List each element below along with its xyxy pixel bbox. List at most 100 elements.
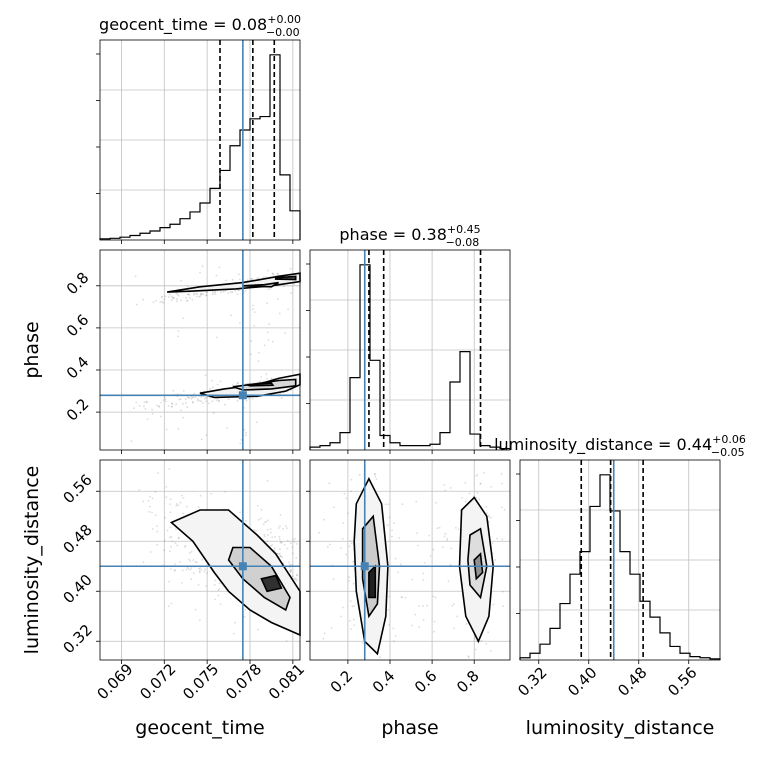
sample-point (330, 627, 333, 630)
sample-point (270, 377, 273, 380)
sample-point (198, 567, 201, 570)
sample-point (177, 504, 180, 507)
sample-point (416, 532, 418, 535)
sample-point (243, 616, 246, 618)
sample-point (218, 400, 220, 403)
sample-point (272, 274, 275, 276)
sample-point (411, 578, 414, 581)
sample-point (455, 526, 457, 529)
sample-point (329, 543, 331, 546)
sample-point (230, 291, 232, 293)
sample-point (196, 293, 199, 295)
sample-point (214, 291, 217, 293)
sample-point (170, 545, 172, 548)
sample-point (485, 512, 488, 515)
sample-point (188, 397, 190, 399)
sample-point (294, 578, 296, 581)
sample-point (197, 583, 200, 586)
sample-point (178, 536, 180, 539)
sample-point (215, 399, 218, 401)
sample-point (188, 558, 191, 561)
sample-point (146, 401, 148, 404)
sample-point (375, 478, 378, 481)
sample-point (204, 568, 207, 570)
sample-point (278, 538, 281, 540)
sample-point (195, 292, 198, 295)
panel-frame-geocent_time-vs-luminosity_distance (99, 459, 301, 661)
sample-point (433, 630, 435, 633)
sample-point (278, 535, 281, 538)
sample-point (487, 631, 490, 634)
sample-point (285, 640, 288, 642)
sample-point (203, 398, 206, 400)
sample-point (168, 468, 171, 470)
sample-point (397, 571, 400, 574)
sample-point (190, 578, 193, 581)
contour-top-outer (166, 272, 301, 293)
sample-point (170, 295, 173, 298)
sample-point (265, 373, 268, 376)
sample-point (267, 338, 270, 341)
sample-point (149, 505, 151, 508)
sample-point (323, 632, 326, 635)
sample-point (192, 401, 194, 404)
sample-point (256, 505, 259, 507)
sample-point (175, 504, 178, 507)
sample-point (296, 574, 298, 577)
sample-point (350, 542, 353, 545)
sample-point (190, 550, 193, 553)
sample-point (267, 269, 270, 272)
tick-label-y-phase: 0.6 (63, 311, 93, 341)
tick-label-x-phase: 0.6 (411, 667, 441, 697)
sample-point (443, 535, 446, 538)
sample-point (348, 545, 351, 548)
sample-point (264, 521, 266, 524)
sample-point (204, 374, 207, 376)
axis-label-y-luminosity_distance: luminosity_distance (21, 466, 43, 655)
sample-point (351, 605, 354, 608)
panel-title-geocent_time: geocent_time = 0.08+0.00 −0.00 (99, 13, 301, 39)
sample-point (479, 482, 482, 485)
sample-point (280, 541, 283, 544)
sample-point (266, 540, 269, 543)
sample-point (201, 292, 203, 295)
sample-point (218, 582, 221, 585)
sample-point (191, 396, 194, 399)
tick-label-x-luminosity_distance: 0.48 (614, 663, 650, 699)
contour-core (260, 574, 283, 593)
sample-point (485, 643, 488, 645)
sample-point (247, 397, 250, 400)
sample-point (294, 577, 296, 580)
panel-frame-geocent_time (99, 39, 301, 241)
sample-point (202, 402, 205, 404)
sample-point (281, 556, 283, 558)
sample-point (245, 434, 247, 437)
sample-point (236, 293, 239, 296)
sample-point (193, 572, 195, 575)
sample-point (146, 418, 149, 420)
sample-point (328, 482, 331, 485)
sample-point (199, 271, 201, 274)
sample-point (238, 273, 240, 276)
tick-label-y-phase: 0.8 (63, 269, 93, 299)
sample-point (255, 530, 257, 532)
sample-point (441, 546, 444, 549)
sample-point (172, 297, 175, 299)
sample-point (135, 303, 138, 306)
truth-marker-geocent_time-vs-luminosity_distance (238, 562, 247, 571)
sample-point (289, 563, 291, 566)
sample-point (234, 289, 237, 292)
sample-point (212, 293, 214, 296)
sample-point (266, 331, 269, 334)
sample-point (214, 579, 217, 582)
sample-point (260, 508, 263, 511)
sample-point (149, 551, 152, 553)
sample-point (271, 340, 274, 343)
sample-point (274, 535, 276, 538)
sample-point (169, 503, 172, 505)
sample-point (418, 605, 421, 607)
sample-point (182, 416, 185, 419)
sample-point (272, 273, 274, 275)
sample-point (387, 609, 390, 611)
sample-point (243, 407, 246, 409)
